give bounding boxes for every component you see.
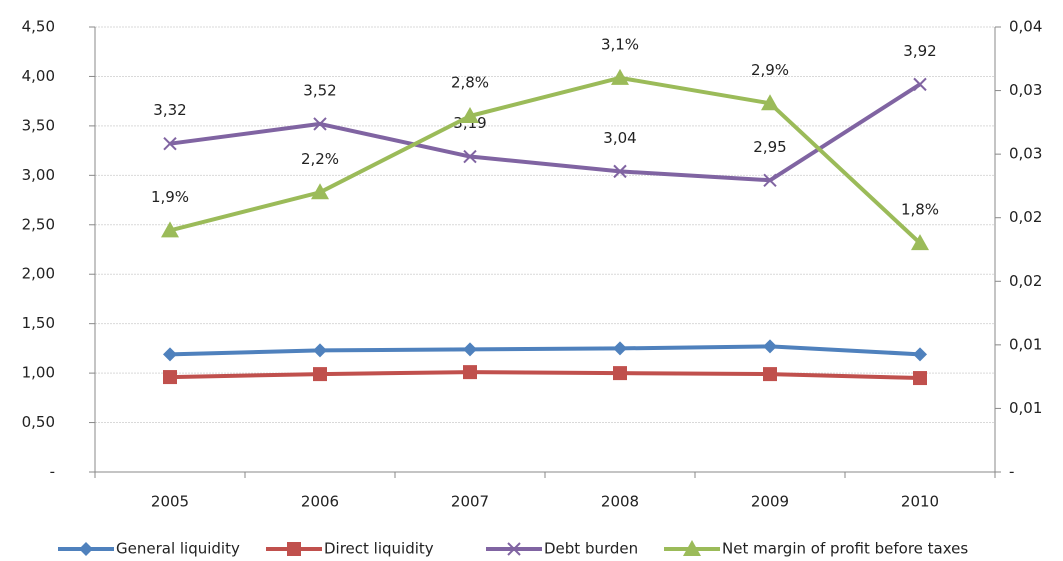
y-tick-label: 2,50 bbox=[22, 215, 55, 233]
y-tick-label: 3,50 bbox=[22, 116, 55, 134]
data-label: 2,95 bbox=[753, 138, 786, 156]
marker bbox=[313, 343, 327, 358]
y2-tick-label: 0,03 bbox=[1009, 81, 1042, 99]
y2-tick-label: 0,03 bbox=[1009, 145, 1042, 163]
y2-tick-label: 0,02 bbox=[1009, 272, 1042, 290]
y-tick-label: 1,00 bbox=[22, 364, 55, 382]
x-tick-label: 2010 bbox=[901, 493, 939, 511]
marker bbox=[683, 540, 701, 556]
y2-tick-label: 0,02 bbox=[1009, 208, 1042, 226]
y-tick-label: 4,00 bbox=[22, 67, 55, 85]
marker bbox=[463, 342, 477, 357]
marker bbox=[461, 107, 479, 123]
marker bbox=[913, 77, 927, 92]
marker bbox=[761, 94, 779, 111]
marker bbox=[763, 339, 777, 354]
marker bbox=[913, 347, 927, 362]
y2-tick-label: - bbox=[1009, 463, 1014, 481]
marker bbox=[163, 347, 177, 362]
legend-label: Direct liquidity bbox=[324, 540, 434, 558]
data-label: 2,9% bbox=[751, 61, 789, 79]
x-tick-label: 2008 bbox=[601, 493, 639, 511]
data-label: 2,8% bbox=[451, 74, 489, 92]
x-tick-label: 2009 bbox=[751, 493, 789, 511]
marker bbox=[613, 366, 627, 381]
series-line bbox=[169, 75, 922, 245]
y2-tick-label: 0,04 bbox=[1009, 18, 1042, 36]
marker bbox=[79, 542, 93, 556]
y-tick-label: - bbox=[50, 463, 55, 481]
marker bbox=[763, 173, 777, 187]
y-tick-label: 2,00 bbox=[22, 265, 55, 283]
y2-tick-label: 0,01 bbox=[1009, 335, 1042, 353]
y-tick-label: 1,50 bbox=[22, 314, 55, 332]
marker bbox=[507, 542, 521, 556]
marker bbox=[311, 183, 329, 200]
y-tick-label: 3,00 bbox=[22, 166, 55, 184]
data-label: 3,92 bbox=[903, 42, 936, 60]
legend-label: General liquidity bbox=[116, 540, 240, 558]
marker bbox=[613, 341, 627, 356]
x-tick-label: 2006 bbox=[301, 493, 339, 511]
x-tick-label: 2007 bbox=[451, 493, 489, 511]
y-tick-label: 4,50 bbox=[22, 18, 55, 36]
series-line bbox=[169, 82, 922, 183]
data-label: 2,2% bbox=[301, 150, 339, 168]
marker bbox=[463, 149, 477, 164]
marker bbox=[163, 370, 177, 385]
data-label: 1,9% bbox=[151, 188, 189, 206]
data-label: 3,04 bbox=[603, 129, 636, 147]
marker bbox=[161, 221, 179, 238]
marker bbox=[163, 136, 177, 151]
marker bbox=[763, 367, 777, 382]
data-label: 3,52 bbox=[303, 81, 336, 99]
marker bbox=[313, 117, 327, 131]
marker bbox=[913, 371, 927, 386]
marker bbox=[287, 542, 301, 556]
series-line bbox=[169, 344, 921, 357]
marker bbox=[313, 367, 327, 382]
data-label: 3,32 bbox=[153, 101, 186, 119]
marker bbox=[611, 68, 629, 85]
legend-label: Debt burden bbox=[544, 540, 638, 558]
data-label: 3,1% bbox=[601, 35, 639, 53]
y-tick-label: 0,50 bbox=[22, 413, 55, 431]
series-line bbox=[169, 370, 921, 381]
legend-label: Net margin of profit before taxes bbox=[722, 540, 968, 558]
x-tick-label: 2005 bbox=[151, 493, 189, 511]
marker bbox=[911, 234, 929, 251]
y2-tick-label: 0,01 bbox=[1009, 399, 1042, 417]
data-label: 1,8% bbox=[901, 201, 939, 219]
marker bbox=[463, 365, 477, 380]
marker bbox=[613, 164, 627, 179]
